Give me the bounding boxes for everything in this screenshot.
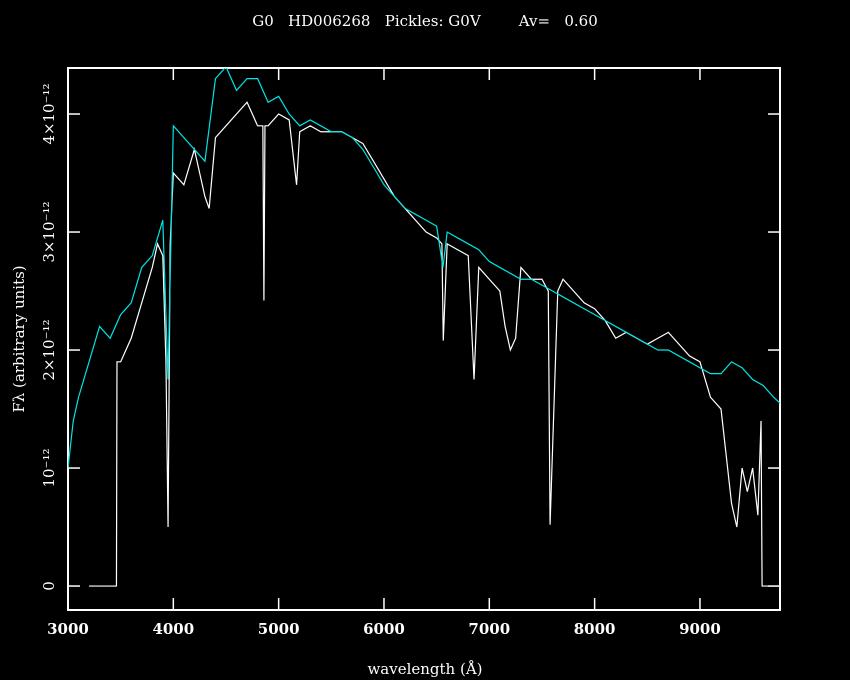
y-tick-label: 4×10⁻¹² <box>40 83 58 144</box>
x-tick-label: 8000 <box>574 620 616 638</box>
y-tick-label: 10⁻¹² <box>40 449 58 488</box>
y-tick-label: 0 <box>40 581 58 591</box>
x-tick-label: 9000 <box>679 620 721 638</box>
spectrum-line <box>89 101 780 587</box>
x-axis-label: wavelength (Å) <box>367 660 482 678</box>
y-axis-label: Fλ (arbitrary units) <box>10 265 28 412</box>
x-tick-label: 6000 <box>363 620 405 638</box>
y-tick-label: 2×10⁻¹² <box>40 319 58 380</box>
spectrum-line <box>68 68 780 469</box>
y-tick-label: 3×10⁻¹² <box>40 201 58 262</box>
x-tick-label: 7000 <box>468 620 510 638</box>
x-tick-label: 3000 <box>47 620 89 638</box>
x-tick-label: 5000 <box>258 620 300 638</box>
chart-title: G0 HD006268 Pickles: G0V Av= 0.60 <box>252 12 598 30</box>
plot-frame <box>67 67 781 611</box>
x-tick-label: 4000 <box>152 620 194 638</box>
